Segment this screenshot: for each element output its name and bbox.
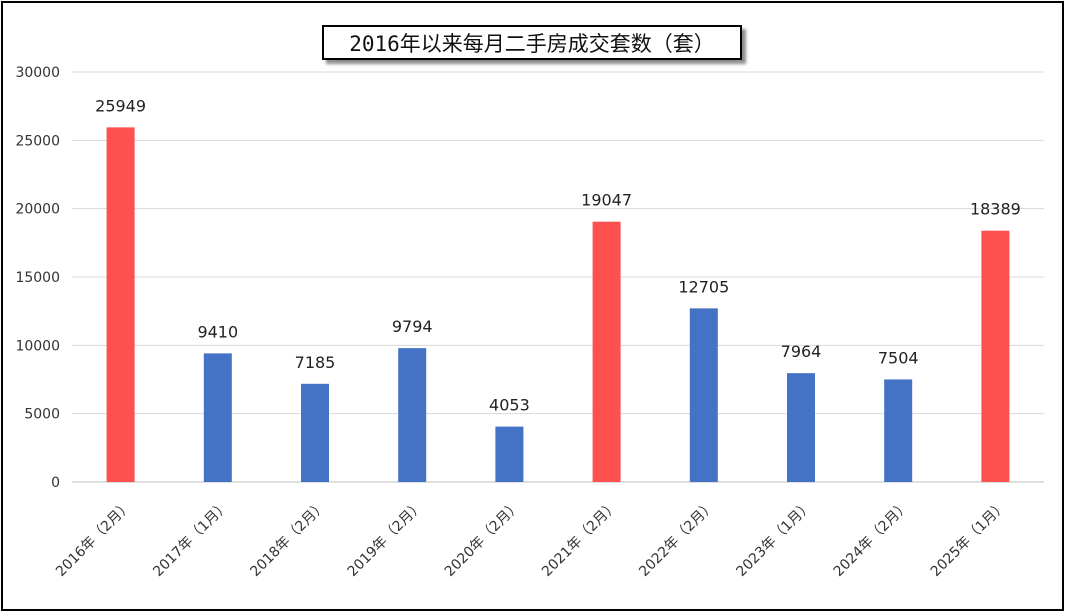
bar (981, 230, 1010, 482)
data-label: 18389 (970, 200, 1021, 219)
x-tick-label: 2018年（2月） (247, 498, 329, 580)
x-tick-label: 2016年（2月） (53, 498, 135, 580)
bar (301, 383, 329, 482)
data-label: 4053 (489, 396, 530, 415)
x-tick-label: 2021年（2月） (539, 498, 621, 580)
data-label: 7185 (295, 353, 336, 372)
bars (106, 127, 1010, 483)
gridlines (72, 71, 1044, 483)
x-tick-label: 2025年（1月） (928, 498, 1010, 580)
bar (398, 348, 427, 482)
bar (689, 308, 718, 482)
x-tick-label: 2022年（2月） (636, 498, 718, 580)
data-label: 25949 (95, 96, 146, 115)
bar (592, 221, 621, 483)
y-tick-label: 0 (51, 475, 60, 491)
bar (787, 373, 815, 482)
y-tick-label: 20000 (15, 202, 60, 218)
data-labels: 25949 9410 7185 9794 4053 19047 12705 7964 7504 1… (95, 96, 1021, 414)
x-tick-label: 2017年（1月） (150, 498, 232, 580)
x-tick-label: 2020年（2月） (442, 498, 524, 580)
bar (203, 353, 232, 482)
y-tick-label: 25000 (15, 133, 60, 149)
data-label: 19047 (581, 191, 632, 210)
x-tick-label: 2023年（1月） (733, 498, 815, 580)
data-label: 9794 (392, 317, 433, 336)
bar (106, 127, 135, 482)
x-axis: 2016年（2月） 2017年（1月） 2018年（2月） 2019年（2月） 2020… (53, 498, 1010, 580)
y-tick-label: 5000 (24, 407, 60, 423)
y-tick-label: 15000 (15, 270, 60, 286)
data-label: 7504 (878, 348, 919, 367)
y-axis: 0 5000 10000 15000 20000 25000 30000 (15, 65, 60, 491)
x-tick-label: 2024年（2月） (831, 498, 913, 580)
bar (884, 379, 913, 482)
data-label: 7964 (781, 342, 822, 361)
bar (495, 426, 524, 482)
chart-title: 2016年以来每月二手房成交套数（套） (322, 25, 742, 60)
y-tick-label: 10000 (15, 338, 60, 354)
data-label: 9410 (197, 322, 238, 341)
y-tick-label: 30000 (15, 65, 60, 81)
data-label: 12705 (678, 277, 729, 296)
x-tick-label: 2019年（2月） (345, 498, 427, 580)
